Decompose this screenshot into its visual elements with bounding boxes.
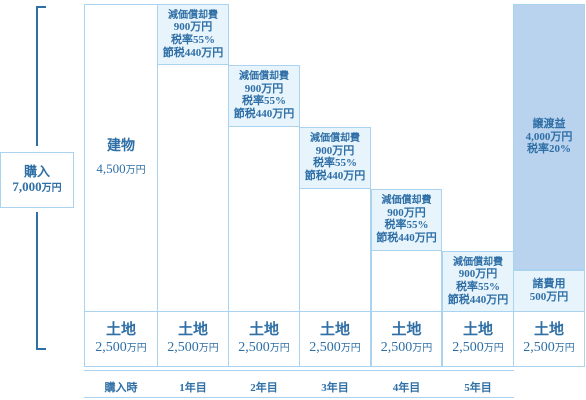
capital-gain-amount: 4,000万円 xyxy=(525,130,573,143)
land-unit: 万円 xyxy=(412,342,433,354)
land-unit: 万円 xyxy=(126,342,147,354)
depreciation-amount: 900万円 xyxy=(458,268,498,281)
land-box-year2: 土地 2,500万円 xyxy=(228,311,300,367)
land-amount-row: 2,500万円 xyxy=(309,340,361,356)
timeline-label-year5: 5年目 xyxy=(464,382,492,394)
timeline-label-year4: 4年目 xyxy=(392,382,421,394)
capital-gain-label: 譲渡益 xyxy=(532,118,566,131)
depreciation-rate: 税率55% xyxy=(313,157,357,170)
capital-gain-box: 譲渡益 4,000万円 税率20% xyxy=(513,4,585,270)
purchase-amount: 7,000 xyxy=(12,179,42,194)
depreciation-box-year3: 減価償却費 900万円 税率55% 節税440万円 xyxy=(299,127,371,189)
land-label: 土地 xyxy=(391,322,422,339)
depreciation-amount: 900万円 xyxy=(173,21,213,34)
land-amount: 2,500 xyxy=(380,339,413,355)
land-amount: 2,500 xyxy=(523,339,555,355)
year4-remaining xyxy=(371,250,442,312)
depreciation-saving: 節税440万円 xyxy=(447,293,509,306)
land-amount: 2,500 xyxy=(238,339,270,355)
building-amount-row: 4,500万円 xyxy=(96,160,146,177)
timeline-label-year2: 2年目 xyxy=(250,382,278,394)
depreciation-label: 減価償却費 xyxy=(168,9,218,21)
land-box-year3: 土地 2,500万円 xyxy=(299,311,371,367)
year3-remaining xyxy=(299,188,371,312)
purchase-bracket xyxy=(36,6,46,146)
building-box: 建物 4,500万円 xyxy=(84,4,158,312)
land-amount: 2,500 xyxy=(95,339,127,355)
land-label: 土地 xyxy=(248,322,279,339)
depreciation-box-year4: 減価償却費 900万円 税率55% 節税440万円 xyxy=(371,189,442,251)
purchase-bracket-lower xyxy=(36,212,46,350)
land-label: 土地 xyxy=(105,322,136,339)
purchase-unit: 万円 xyxy=(41,183,62,194)
land-amount-row: 2,500万円 xyxy=(95,340,147,356)
land-box-sale: 土地 2,500万円 xyxy=(513,311,585,367)
building-unit: 万円 xyxy=(125,164,146,176)
depreciation-rate: 税率55% xyxy=(242,95,286,108)
depreciation-label: 減価償却費 xyxy=(239,71,289,83)
purchase-label: 購入 xyxy=(23,164,50,180)
depreciation-amount: 900万円 xyxy=(387,206,426,219)
timeline-axis-bottom xyxy=(84,397,514,398)
depreciation-saving: 節税440万円 xyxy=(376,232,437,245)
depreciation-saving: 節税440万円 xyxy=(304,170,366,183)
land-box-year4: 土地 2,500万円 xyxy=(371,311,442,367)
expenses-box: 諸費用 500万円 xyxy=(513,270,585,312)
timeline-label-year1: 1年目 xyxy=(179,382,207,394)
depreciation-box-year2: 減価償却費 900万円 税率55% 節税440万円 xyxy=(228,65,300,127)
timeline-axis xyxy=(84,370,514,371)
land-label: 土地 xyxy=(533,322,564,339)
land-box-year5: 土地 2,500万円 xyxy=(442,311,514,367)
capital-gain-rate: 税率20% xyxy=(527,143,571,156)
year2-remaining xyxy=(228,126,300,312)
land-box-purchase: 土地 2,500万円 xyxy=(84,311,158,367)
depreciation-amount: 900万円 xyxy=(315,144,355,157)
land-amount-row: 2,500万円 xyxy=(452,340,504,356)
expenses-label: 諸費用 xyxy=(532,278,566,291)
building-amount: 4,500 xyxy=(96,160,126,176)
land-amount-row: 2,500万円 xyxy=(167,340,219,356)
land-amount-row: 2,500万円 xyxy=(381,340,433,356)
land-amount-row: 2,500万円 xyxy=(238,340,290,356)
land-unit: 万円 xyxy=(554,342,575,354)
depreciation-label: 減価償却費 xyxy=(310,133,360,145)
land-amount: 2,500 xyxy=(309,339,341,355)
land-label: 土地 xyxy=(177,322,208,339)
land-amount-row: 2,500万円 xyxy=(523,340,575,356)
land-label: 土地 xyxy=(462,322,493,339)
depreciation-rate: 税率55% xyxy=(384,219,429,232)
depreciation-saving: 節税440万円 xyxy=(162,46,224,59)
expenses-amount: 500万円 xyxy=(529,291,569,303)
land-unit: 万円 xyxy=(269,342,290,354)
land-unit: 万円 xyxy=(483,342,504,354)
timeline-label-year3: 3年目 xyxy=(321,382,349,394)
purchase-amount-row: 7,000万円 xyxy=(12,179,62,195)
depreciation-rate: 税率55% xyxy=(171,33,215,46)
building-label: 建物 xyxy=(107,139,135,155)
depreciation-box-year5: 減価償却費 900万円 税率55% 節税440万円 xyxy=(442,251,514,312)
land-box-year1: 土地 2,500万円 xyxy=(157,311,229,367)
depreciation-saving: 節税440万円 xyxy=(233,108,295,121)
land-unit: 万円 xyxy=(198,342,219,354)
year1-remaining xyxy=(157,64,229,312)
depreciation-label: 減価償却費 xyxy=(453,256,503,268)
depreciation-amount: 900万円 xyxy=(244,82,284,95)
land-amount: 2,500 xyxy=(167,339,199,355)
depreciation-box-year1: 減価償却費 900万円 税率55% 節税440万円 xyxy=(157,4,229,65)
depreciation-label: 減価償却費 xyxy=(381,195,432,207)
land-label: 土地 xyxy=(319,322,350,339)
purchase-box: 購入 7,000万円 xyxy=(0,152,74,208)
land-amount: 2,500 xyxy=(452,339,484,355)
timeline-label-purchase: 購入時 xyxy=(104,382,138,394)
depreciation-rate: 税率55% xyxy=(456,280,500,293)
land-unit: 万円 xyxy=(340,342,361,354)
